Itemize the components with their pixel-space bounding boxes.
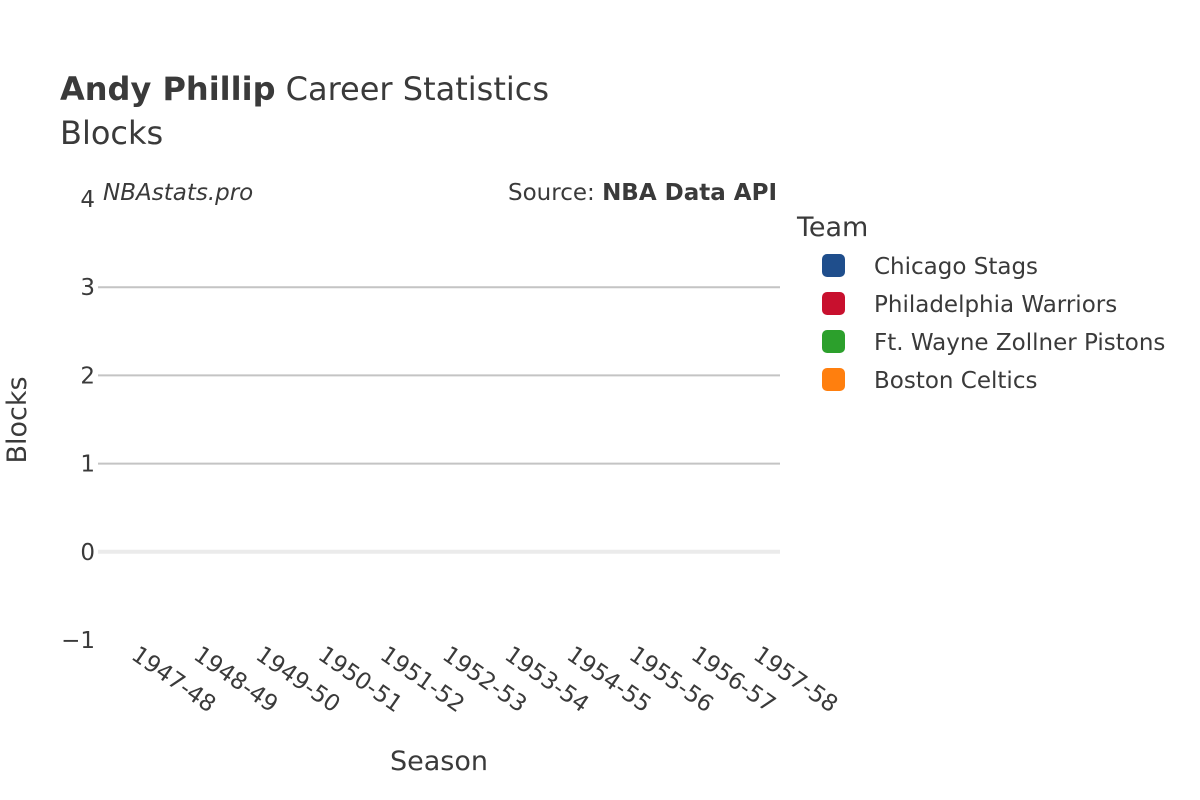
legend-label: Ft. Wayne Zollner Pistons bbox=[874, 330, 1165, 356]
legend-item[interactable]: Chicago Stags bbox=[822, 254, 1038, 280]
x-axis-title: Season bbox=[390, 746, 488, 777]
gridlines bbox=[98, 286, 780, 554]
title-suffix: Career Statistics bbox=[275, 70, 549, 108]
legend-swatch bbox=[822, 254, 845, 277]
source-prefix: Source: bbox=[508, 180, 602, 206]
plot-area: −1 0 1 2 3 4 1947-481948-491949-501950-511951… bbox=[61, 187, 842, 718]
source-credit: Source: NBA Data API bbox=[508, 180, 777, 206]
legend-swatch bbox=[822, 368, 845, 391]
legend-title: Team bbox=[796, 212, 868, 243]
y-tick-label: 3 bbox=[80, 275, 95, 301]
y-tick-label: 0 bbox=[80, 540, 95, 566]
legend-label: Chicago Stags bbox=[874, 254, 1038, 280]
y-tick-label: −1 bbox=[61, 628, 95, 654]
legend-item[interactable]: Philadelphia Warriors bbox=[822, 292, 1117, 318]
legend-label: Boston Celtics bbox=[874, 368, 1037, 394]
legend-item[interactable]: Boston Celtics bbox=[822, 368, 1037, 394]
chart-title: Andy Phillip Career Statistics bbox=[60, 70, 549, 108]
title-player-name: Andy Phillip bbox=[60, 70, 275, 108]
legend: Team Chicago Stags Philadelphia Warriors F… bbox=[796, 212, 1165, 394]
x-axis-ticks: 1947-481948-491949-501950-511951-521952-… bbox=[127, 642, 843, 718]
y-axis-title: Blocks bbox=[2, 376, 33, 463]
y-tick-label: 1 bbox=[80, 452, 95, 478]
y-tick-label: 4 bbox=[80, 187, 95, 213]
watermark: NBAstats.pro bbox=[103, 180, 253, 206]
source-name: NBA Data API bbox=[602, 180, 777, 206]
y-tick-label: 2 bbox=[80, 363, 95, 389]
legend-swatch bbox=[822, 292, 845, 315]
legend-label: Philadelphia Warriors bbox=[874, 292, 1117, 318]
legend-items: Chicago Stags Philadelphia Warriors Ft. Wa… bbox=[822, 254, 1165, 394]
legend-swatch bbox=[822, 330, 845, 353]
legend-item[interactable]: Ft. Wayne Zollner Pistons bbox=[822, 330, 1165, 356]
chart-subtitle: Blocks bbox=[60, 114, 163, 152]
y-axis-ticks: −1 0 1 2 3 4 bbox=[61, 187, 95, 654]
